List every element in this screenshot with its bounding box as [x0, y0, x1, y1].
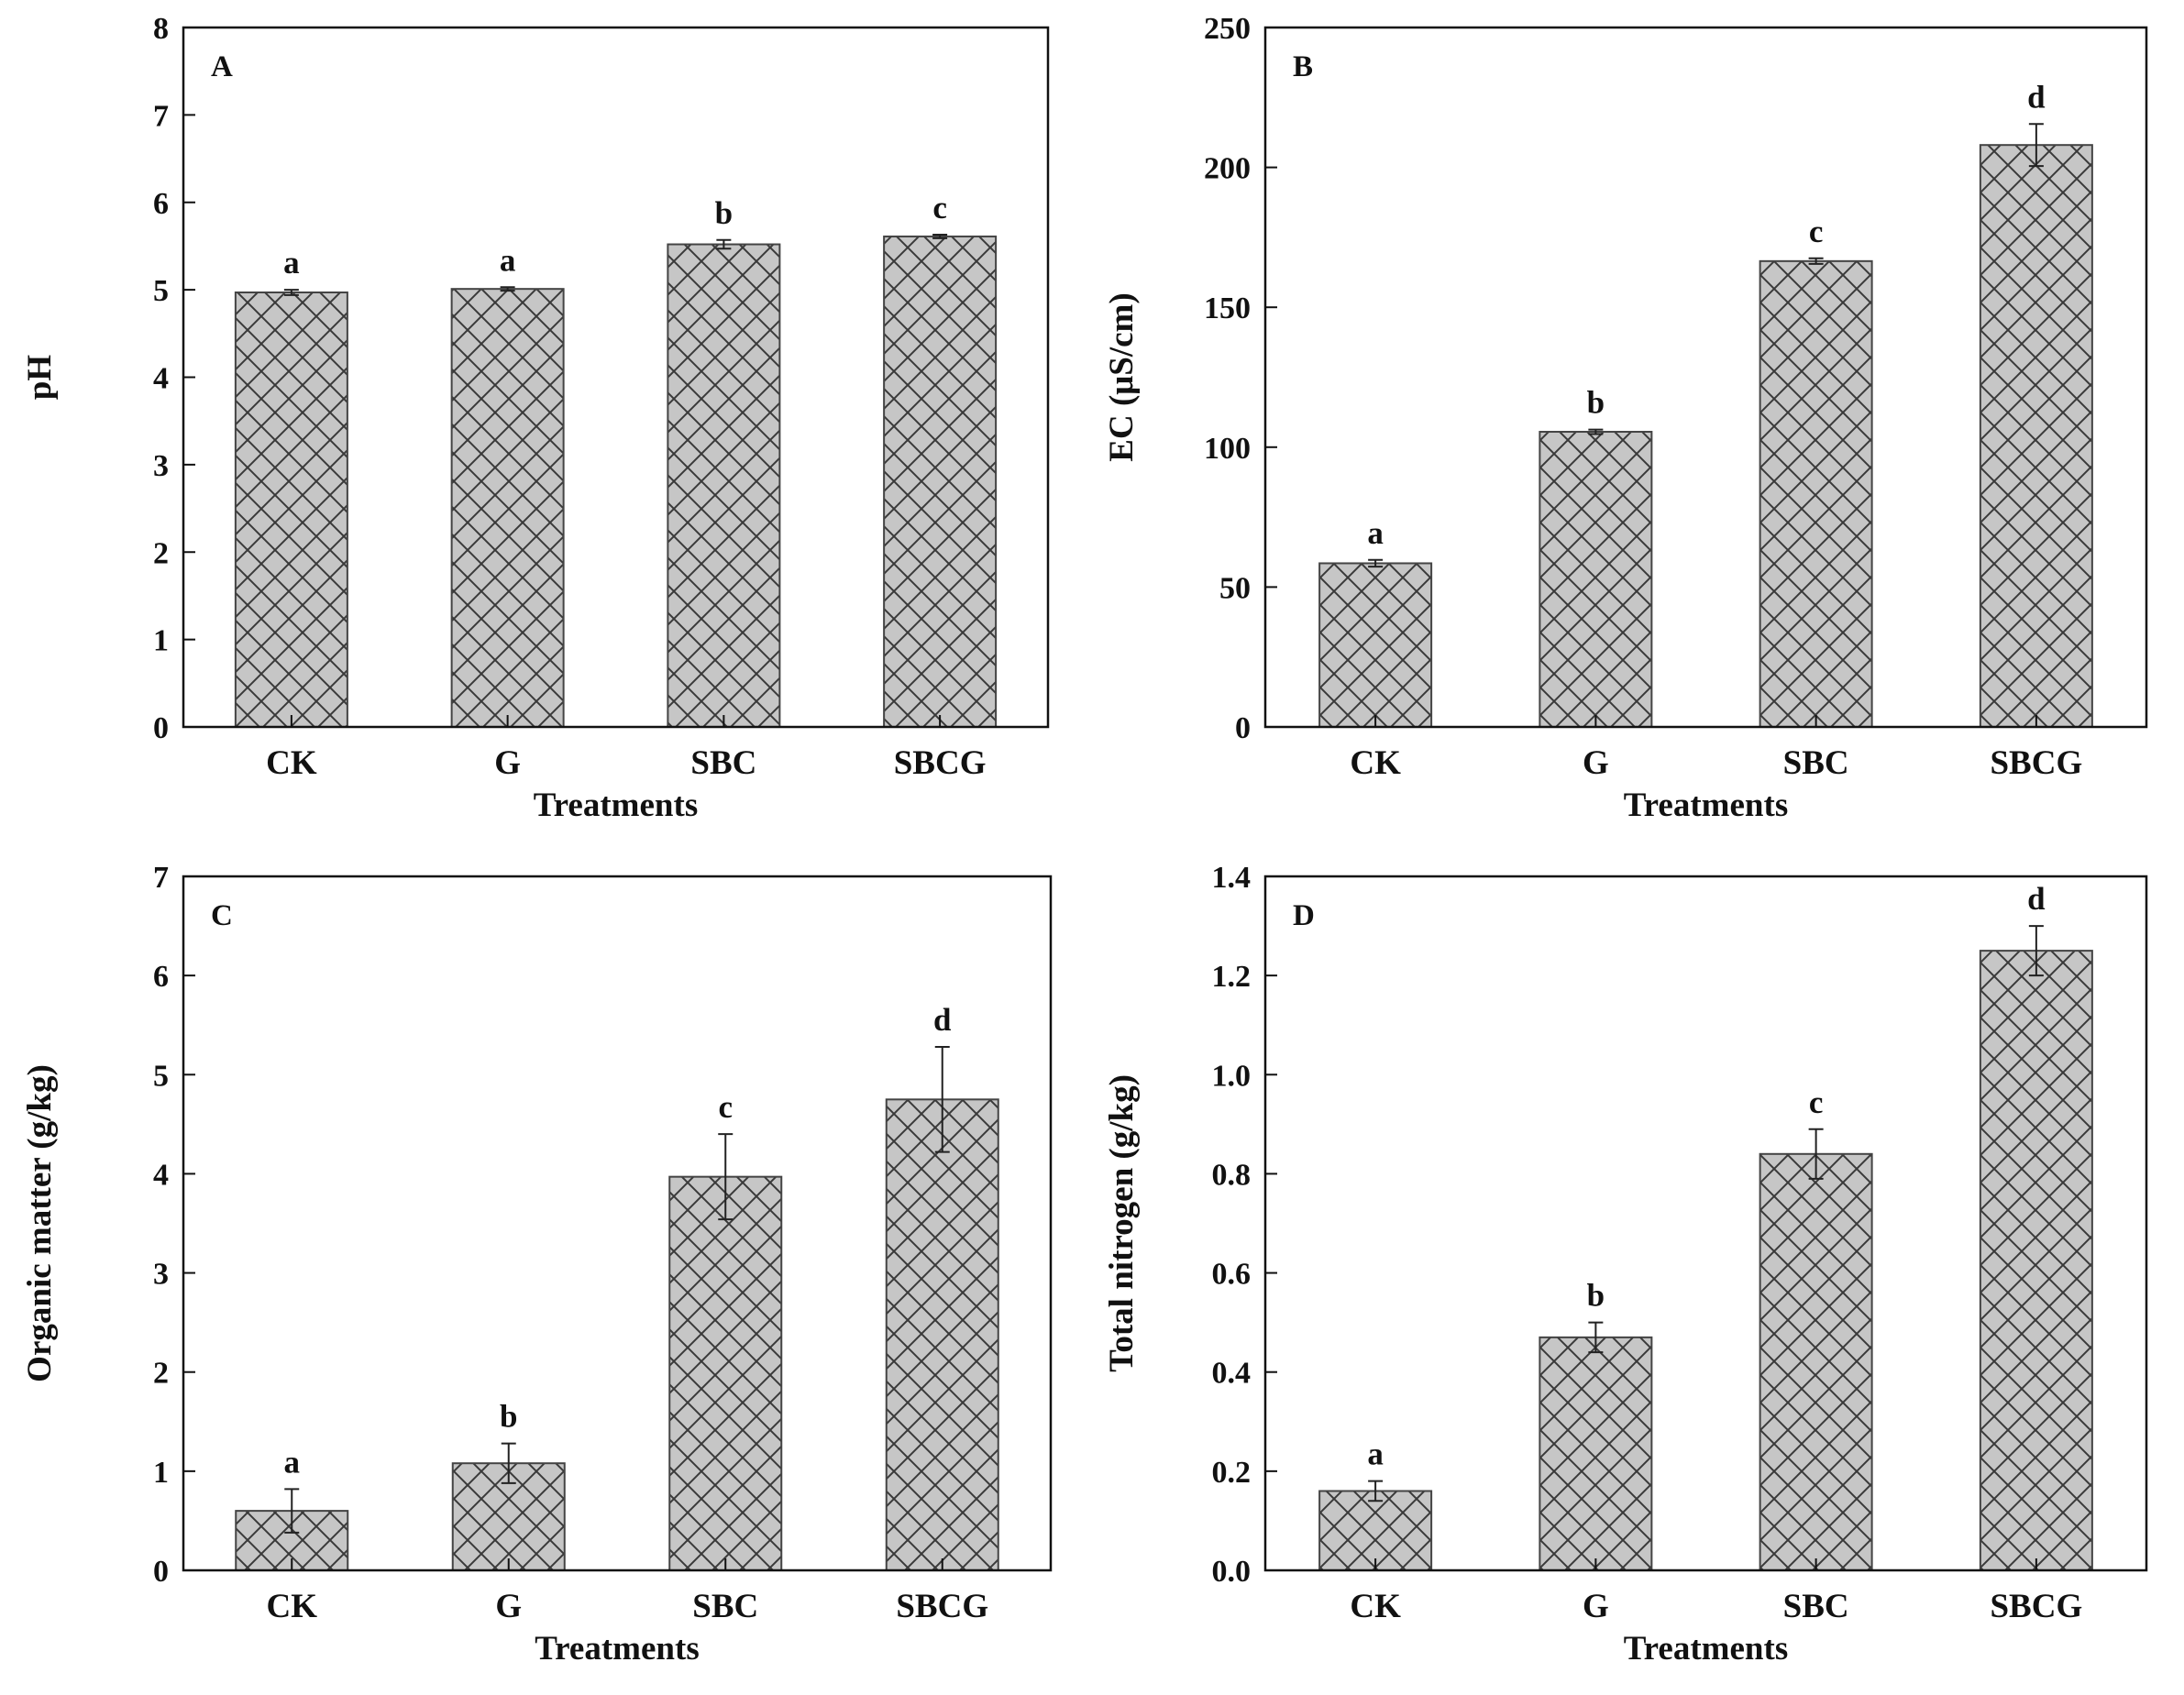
y-tick-label: 0 — [1235, 711, 1251, 745]
y-tick-label: 4 — [153, 362, 169, 396]
y-tick-label: 2 — [153, 1357, 169, 1391]
y-tick-label: 0.2 — [1212, 1456, 1252, 1490]
x-tick-label: G — [1583, 1588, 1609, 1625]
panel-letter: C — [211, 899, 233, 932]
bar-sbc — [668, 1175, 783, 1571]
panel-letter: D — [1293, 899, 1315, 932]
x-tick-label: CK — [266, 744, 317, 782]
bar-ck — [1318, 562, 1433, 729]
significance-letter: c — [1809, 1084, 1824, 1120]
y-tick-label: 1 — [153, 1456, 169, 1490]
x-tick-label: SBCG — [1990, 744, 2082, 782]
x-tick-label: SBCG — [1990, 1588, 2082, 1625]
bar-sbcg — [1979, 950, 2093, 1572]
y-tick-label: 5 — [153, 274, 169, 308]
x-tick-label: G — [495, 1588, 522, 1625]
y-tick-label: 5 — [153, 1059, 169, 1093]
y-tick-label: 1.2 — [1212, 960, 1252, 994]
y-tick-label: 3 — [153, 449, 169, 483]
significance-letter: b — [500, 1399, 517, 1435]
bar-g — [1539, 1336, 1653, 1571]
bar-g — [450, 288, 565, 728]
x-tick-label: SBCG — [894, 744, 987, 782]
chart-panel-d: 0.0 0.2 0.4 0.6 0.8 1.0 1.2 1.4 a CK b Gc SBC d SBCG D T… — [1103, 861, 2148, 1667]
significance-letter: b — [715, 195, 733, 231]
y-tick-label: 6 — [153, 187, 169, 221]
chart-panel-c: 0 1 2 3 4 5 6 7 a CK b Gc SBC d SBCG C Treatments Organic… — [21, 861, 1053, 1667]
significance-letter: b — [1587, 1278, 1605, 1314]
significance-letter: a — [283, 245, 300, 281]
y-tick-label: 0.0 — [1212, 1555, 1252, 1589]
chart-panel-a: 0 1 2 3 4 5 6 7 8 a CK a Gb SBC c SBCG A Treatments pH — [21, 12, 1050, 824]
y-tick-label: 100 — [1204, 432, 1251, 466]
significance-letter: d — [2027, 79, 2046, 115]
plot-frame — [1263, 875, 2148, 1572]
y-tick-label: 1 — [153, 624, 169, 658]
x-axis-title: Treatments — [534, 787, 698, 824]
y-tick-label: 50 — [1219, 571, 1251, 605]
y-tick-label: 3 — [153, 1258, 169, 1292]
y-tick-label: 0.8 — [1212, 1158, 1252, 1192]
x-axis-title: Treatments — [1624, 787, 1788, 824]
plot-frame — [182, 875, 1053, 1572]
y-axis-title: Organic matter (g/kg) — [21, 1064, 59, 1382]
bar-sbcg — [1979, 144, 2093, 728]
significance-letter: b — [1587, 385, 1605, 421]
significance-letter: a — [284, 1444, 301, 1480]
chart-panel-b: 0 50 100 150 200 250 a CK b Gc SBC d SBCG B Treatments… — [1103, 12, 2148, 824]
bar-g — [1539, 431, 1653, 728]
bar-sbcg — [883, 235, 998, 729]
significance-letter: a — [500, 242, 516, 278]
significance-letter: c — [718, 1089, 733, 1125]
bar-sbc — [1759, 259, 1873, 728]
x-tick-label: CK — [1350, 744, 1401, 782]
y-tick-label: 2 — [153, 536, 169, 570]
x-tick-label: SBC — [1783, 744, 1849, 782]
x-tick-label: G — [1583, 744, 1609, 782]
significance-letter: d — [933, 1002, 952, 1038]
y-tick-label: 0.4 — [1212, 1357, 1252, 1391]
bar-sbc — [667, 243, 781, 728]
x-axis-title: Treatments — [535, 1630, 699, 1667]
y-axis-title: Total nitrogen (g/kg) — [1103, 1074, 1141, 1372]
y-tick-label: 4 — [153, 1158, 169, 1192]
y-tick-label: 1.4 — [1212, 861, 1252, 895]
y-tick-label: 7 — [153, 99, 169, 133]
y-tick-label: 0 — [153, 711, 169, 745]
x-tick-label: SBC — [692, 1588, 758, 1625]
x-tick-label: SBCG — [896, 1588, 988, 1625]
y-tick-label: 8 — [153, 12, 169, 46]
x-tick-label: G — [494, 744, 521, 782]
x-tick-label: CK — [267, 1588, 318, 1625]
y-axis-title: EC (μS/cm) — [1103, 292, 1141, 461]
y-tick-label: 250 — [1204, 12, 1251, 46]
significance-letter: c — [932, 190, 947, 226]
y-tick-label: 0 — [153, 1555, 169, 1589]
y-tick-label: 6 — [153, 960, 169, 994]
y-tick-label: 1.0 — [1212, 1059, 1252, 1093]
y-tick-label: 150 — [1204, 292, 1251, 325]
panel-letter: B — [1293, 50, 1313, 83]
bar-sbc — [1759, 1152, 1873, 1572]
y-axis-title: pH — [21, 355, 59, 401]
significance-letter: d — [2027, 881, 2046, 917]
significance-letter: a — [1367, 515, 1384, 551]
y-tick-label: 0.6 — [1212, 1258, 1252, 1292]
bar-sbcg — [885, 1098, 999, 1571]
y-tick-label: 200 — [1204, 152, 1251, 186]
x-tick-label: SBC — [1783, 1588, 1849, 1625]
x-tick-label: CK — [1350, 1588, 1401, 1625]
significance-letter: c — [1809, 214, 1824, 249]
y-tick-label: 7 — [153, 861, 169, 895]
significance-letter: a — [1367, 1436, 1384, 1472]
bar-ck — [1318, 1490, 1433, 1571]
plot-frame — [1263, 26, 2148, 729]
x-tick-label: SBC — [690, 744, 756, 782]
bar-ck — [234, 291, 348, 728]
panel-letter: A — [211, 50, 233, 83]
x-axis-title: Treatments — [1624, 1630, 1788, 1667]
plot-frame — [182, 26, 1050, 729]
